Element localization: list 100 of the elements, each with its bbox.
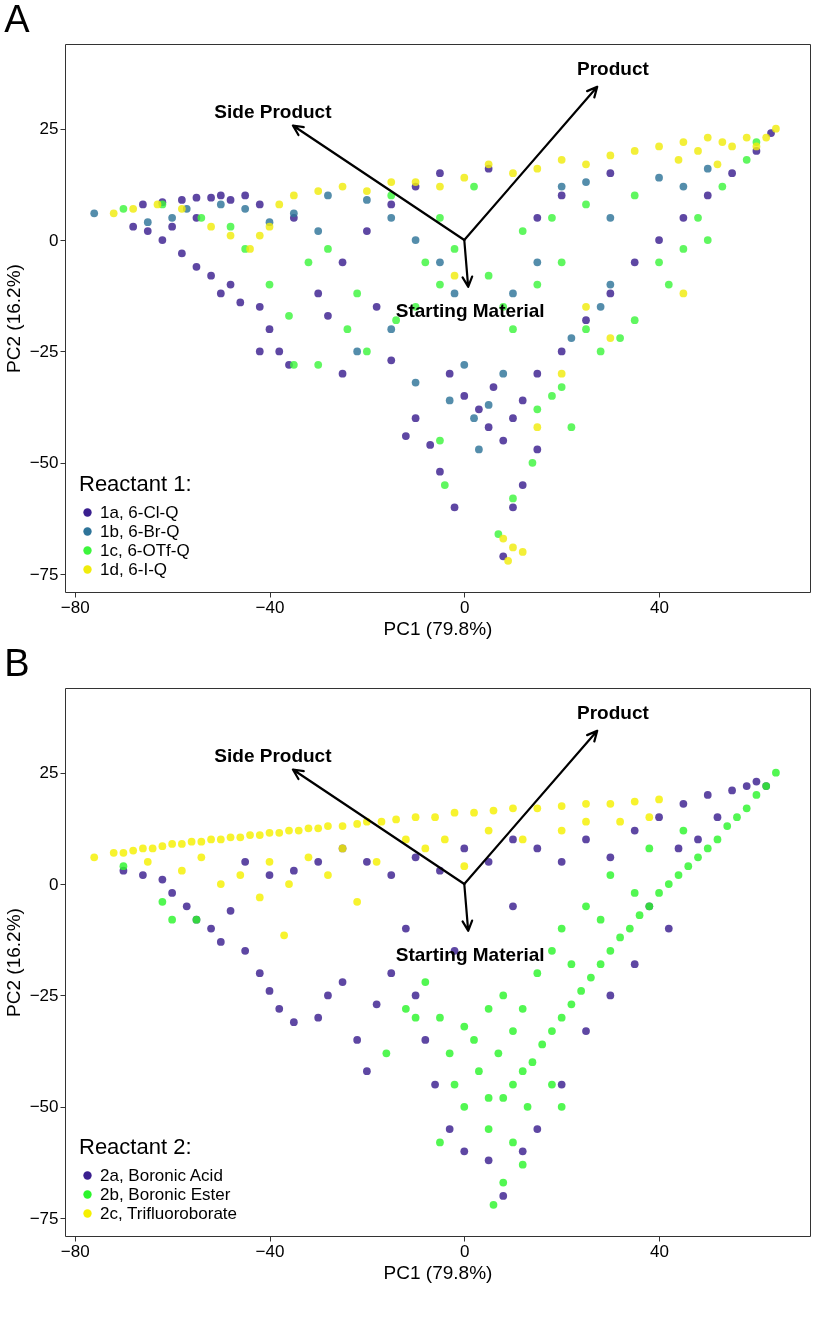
point: [606, 213, 615, 222]
annotation: Starting Material: [395, 943, 545, 965]
point: [557, 369, 566, 378]
y-tick-label: 25: [39, 119, 59, 139]
point: [226, 222, 235, 231]
point: [509, 169, 517, 178]
legend-title: Reactant 2:: [79, 1134, 192, 1159]
point: [509, 289, 517, 298]
point: [533, 280, 542, 289]
point: [226, 231, 235, 240]
point: [742, 155, 751, 164]
point: [436, 182, 444, 191]
point: [411, 236, 420, 244]
point: [533, 258, 542, 267]
point: [363, 196, 371, 204]
point: [504, 556, 512, 565]
y-tick-label: 25: [39, 763, 59, 783]
point: [197, 213, 206, 222]
legend-title: Reactant 1:: [79, 471, 192, 496]
point: [616, 334, 624, 342]
x-tick-label: 40: [650, 1241, 670, 1261]
annotation: Product: [577, 57, 650, 79]
point: [718, 138, 727, 146]
point: [387, 213, 396, 222]
point: [484, 401, 493, 409]
point: [557, 258, 566, 267]
x-axis-title: PC1 (79.8%): [383, 617, 493, 639]
point: [518, 227, 527, 235]
point: [129, 204, 138, 213]
point: [694, 147, 702, 155]
point: [353, 289, 362, 298]
point: [470, 414, 478, 423]
point: [450, 289, 459, 298]
y-axis-title: PC2 (16.2%): [2, 908, 24, 1017]
point: [153, 200, 162, 209]
point: [518, 548, 527, 556]
point: [445, 396, 454, 405]
point: [762, 133, 771, 142]
point: [582, 325, 590, 333]
point: [241, 204, 250, 213]
point: [207, 222, 215, 231]
point: [630, 191, 639, 200]
point: [265, 280, 274, 289]
point: [499, 369, 508, 378]
x-axis-title: PC1 (79.8%): [383, 1261, 493, 1283]
point: [436, 280, 444, 289]
point: [528, 458, 537, 467]
point: [177, 204, 186, 213]
point: [387, 191, 396, 200]
point: [109, 209, 118, 218]
point: [703, 236, 712, 244]
point: [255, 231, 264, 240]
point: [533, 405, 542, 414]
point: [596, 303, 605, 311]
point: [567, 423, 576, 432]
point: [557, 155, 566, 164]
x-tick-label: −40: [255, 1241, 285, 1261]
x-tick-label: −80: [60, 1241, 90, 1261]
point: [752, 142, 761, 151]
point: [772, 124, 780, 133]
point: [470, 182, 478, 191]
point: [694, 213, 702, 222]
y-tick-label: −75: [29, 564, 59, 584]
point: [679, 245, 688, 253]
point: [718, 182, 727, 191]
point: [421, 258, 430, 267]
point: [606, 280, 615, 289]
point: [90, 209, 99, 218]
x-tick-label: 0: [460, 597, 470, 617]
point: [630, 316, 639, 325]
chart-title: B: [4, 642, 30, 684]
point: [664, 280, 673, 289]
point: [475, 445, 483, 454]
point: [436, 436, 444, 445]
legend-label: 1b, 6-Br-Q: [100, 521, 180, 541]
point: [548, 392, 556, 400]
y-tick-label: −25: [29, 341, 59, 361]
legend-label: 1a, 6-Cl-Q: [100, 502, 179, 522]
point: [679, 289, 688, 298]
point: [314, 360, 323, 369]
legend-label: 2a, Boronic Acid: [100, 1165, 223, 1185]
point: [557, 182, 566, 191]
y-tick-label: −25: [29, 985, 59, 1005]
point: [411, 378, 420, 387]
point: [728, 142, 736, 151]
point: [436, 258, 444, 267]
point: [548, 213, 556, 222]
point: [289, 191, 298, 200]
point: [582, 200, 590, 209]
point: [246, 245, 254, 253]
point: [411, 178, 420, 186]
point: [314, 227, 323, 235]
point: [314, 187, 323, 195]
point: [509, 325, 517, 333]
point: [509, 543, 517, 552]
point: [304, 258, 313, 267]
point: [606, 151, 615, 160]
point: [703, 133, 712, 142]
point: [353, 347, 362, 356]
point: [289, 209, 298, 218]
